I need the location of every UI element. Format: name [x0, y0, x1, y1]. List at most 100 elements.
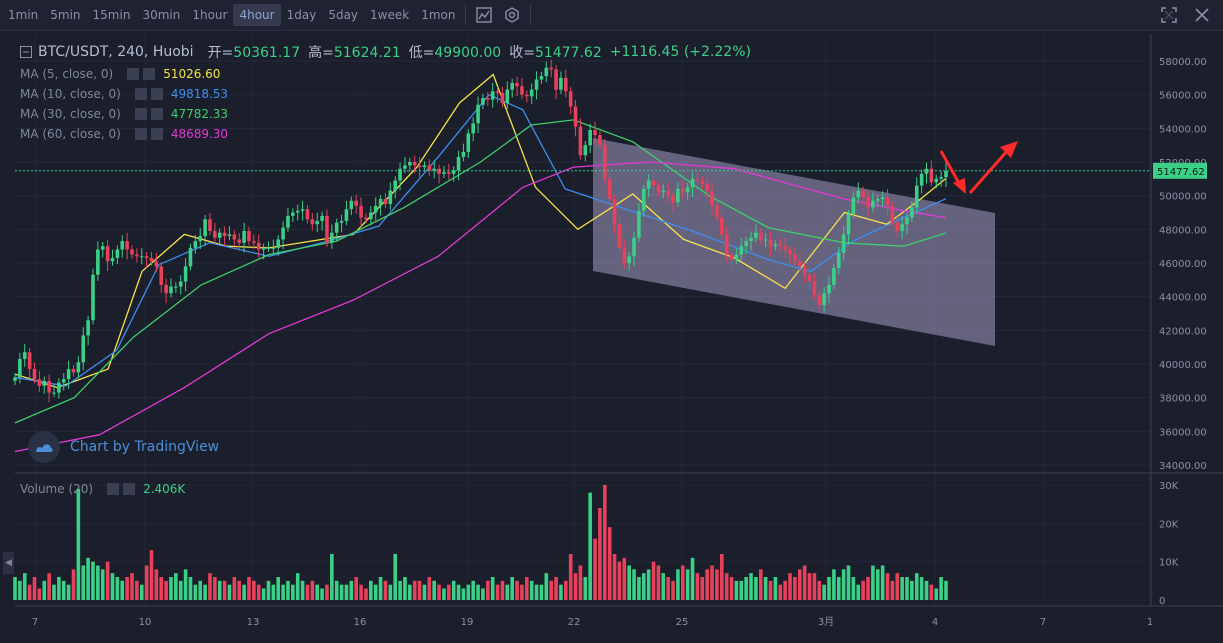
- timeframe-30min[interactable]: 30min: [142, 8, 181, 22]
- volume-bar: [705, 569, 709, 600]
- candle-body: [339, 220, 344, 223]
- candle-body: [505, 89, 510, 104]
- candle-body: [607, 178, 612, 200]
- timeframe-1hour[interactable]: 1hour: [192, 8, 228, 22]
- volume-bar: [812, 573, 817, 600]
- side-panel-toggle[interactable]: ◀: [3, 552, 14, 574]
- volume-bar: [217, 580, 222, 600]
- candle-body: [637, 210, 641, 238]
- candle-body: [627, 256, 631, 263]
- candle-body: [359, 205, 363, 218]
- volume-bar: [680, 565, 685, 600]
- volume-bar: [583, 577, 588, 600]
- ma-value: 49818.53: [170, 87, 229, 101]
- candle-body: [76, 362, 81, 373]
- volume-bar: [349, 580, 354, 600]
- volume-bar: [71, 569, 76, 600]
- candle-body: [749, 237, 753, 242]
- volume-bar: [232, 577, 237, 600]
- indicators-icon[interactable]: [470, 4, 498, 26]
- candle-body: [578, 126, 583, 156]
- timeframe-15min[interactable]: 15min: [92, 8, 131, 22]
- candle-body: [568, 91, 573, 107]
- gear-icon[interactable]: [127, 68, 140, 80]
- red-arrow-down-shaft: [939, 150, 962, 186]
- fullscreen-icon[interactable]: [1159, 4, 1179, 30]
- candle-body: [666, 190, 670, 196]
- volume-bar: [57, 577, 61, 600]
- time-tick-label: 19: [461, 617, 474, 628]
- candle-body: [564, 77, 568, 92]
- tradingview-watermark[interactable]: Chart by TradingView: [28, 431, 219, 463]
- gear-icon[interactable]: [134, 128, 147, 140]
- volume-bar: [676, 569, 680, 600]
- candle-body: [754, 232, 758, 238]
- volume-bar: [476, 584, 480, 600]
- collapse-icon[interactable]: [20, 46, 32, 58]
- volume-bar: [291, 584, 295, 600]
- candle-body: [934, 178, 939, 183]
- close-icon[interactable]: [150, 128, 163, 140]
- candle-body: [222, 232, 227, 237]
- candle-body: [588, 130, 592, 146]
- ma-line: [14, 93, 947, 387]
- volume-bar: [242, 584, 246, 600]
- candle-body: [939, 177, 943, 179]
- gear-icon[interactable]: [107, 483, 120, 495]
- candle-body: [57, 382, 61, 393]
- volume-tick-label: 20K: [1159, 519, 1179, 530]
- timeframe-list: 1min 5min 15min 30min 1hour 4hour 1day 5day 1wee…: [2, 4, 461, 26]
- candle-body: [680, 188, 685, 193]
- volume-bar: [515, 580, 519, 600]
- candle-body: [193, 241, 198, 248]
- close-icon[interactable]: [143, 68, 156, 80]
- close-icon[interactable]: [150, 88, 163, 100]
- timeframe-4hour[interactable]: 4hour: [233, 4, 281, 26]
- gear-icon[interactable]: [134, 108, 147, 120]
- timeframe-1week[interactable]: 1week: [370, 8, 410, 22]
- close-icon[interactable]: [150, 108, 163, 120]
- volume-bar: [461, 588, 466, 600]
- volume-bar: [856, 584, 861, 600]
- volume-bar: [802, 565, 807, 600]
- volume-bar: [900, 577, 904, 600]
- timeframe-1day[interactable]: 1day: [286, 8, 317, 22]
- candle-body: [256, 242, 261, 250]
- candle-body: [159, 266, 164, 285]
- candle-body: [354, 200, 359, 206]
- volume-bar: [344, 584, 349, 600]
- timeframe-1min[interactable]: 1min: [8, 8, 39, 22]
- timeframe-5day[interactable]: 5day: [328, 8, 359, 22]
- price-chart[interactable]: 58000.0056000.0054000.0052000.0050000.00…: [0, 31, 1223, 643]
- candle-body: [320, 215, 324, 221]
- candle-body: [895, 222, 900, 232]
- volume-bar: [656, 565, 661, 600]
- gear-icon[interactable]: [134, 88, 147, 100]
- settings-icon[interactable]: [498, 4, 526, 26]
- timeframe-5min[interactable]: 5min: [50, 8, 81, 22]
- volume-value: 2.406K: [143, 482, 186, 496]
- close-icon[interactable]: [123, 483, 136, 495]
- volume-bar: [471, 580, 475, 600]
- candlesticks: [13, 59, 948, 403]
- candle-body: [125, 241, 129, 250]
- volume-bar: [612, 554, 617, 600]
- candle-body: [178, 281, 183, 287]
- descending-channel-shape: [593, 138, 995, 346]
- candle-body: [393, 180, 397, 191]
- volume-bar: [822, 584, 826, 600]
- timeframe-1mon[interactable]: 1mon: [421, 8, 456, 22]
- ohlc-low: 低=49900.00: [408, 45, 502, 61]
- candle-body: [461, 151, 466, 157]
- candle-body: [632, 237, 636, 257]
- candle-body: [758, 232, 763, 240]
- volume-bar: [174, 573, 178, 600]
- volume-bar: [266, 580, 271, 600]
- candle-body: [86, 320, 90, 336]
- volume-bar: [758, 569, 763, 600]
- close-icon[interactable]: [1191, 4, 1213, 30]
- volume-bar: [861, 580, 865, 600]
- volume-bar: [442, 588, 446, 600]
- candle-body: [768, 239, 773, 247]
- candle-body: [929, 168, 934, 183]
